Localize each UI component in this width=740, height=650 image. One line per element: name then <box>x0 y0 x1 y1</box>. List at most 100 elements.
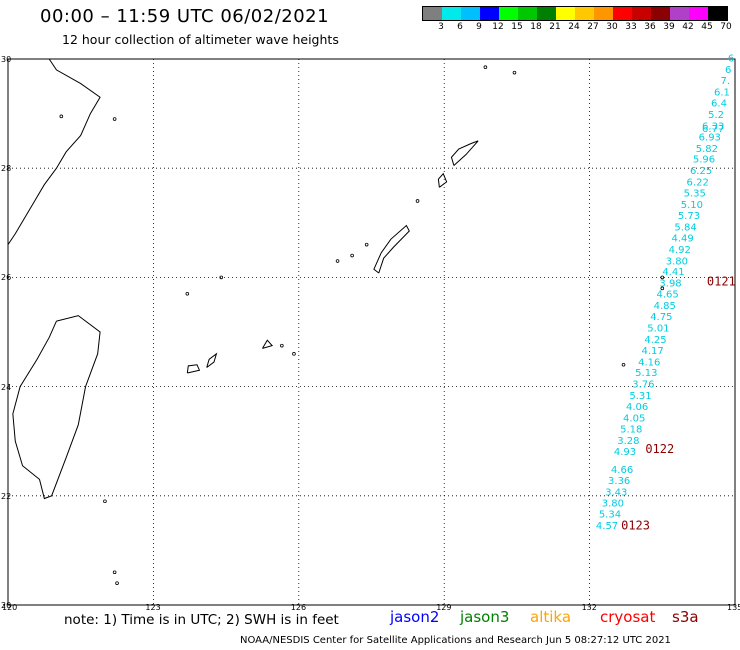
legend-swatch <box>518 7 537 20</box>
swh-value: 4.05 <box>623 414 645 425</box>
legend-label: 39 <box>663 22 675 32</box>
legend-swatch <box>575 7 594 20</box>
legend-label: 27 <box>587 22 599 32</box>
islet <box>415 199 420 203</box>
swh-value: 4.57 <box>596 521 618 532</box>
islet <box>292 352 296 356</box>
swh-value: 4.65 <box>656 290 678 301</box>
islet <box>112 117 117 121</box>
legend-swatch <box>480 7 499 20</box>
legend-swatch <box>461 7 480 20</box>
coastline <box>12 315 101 500</box>
chart-subtitle: 12 hour collection of altimeter wave hei… <box>62 32 339 47</box>
islet <box>115 581 119 585</box>
swh-value: 5.13 <box>635 368 657 379</box>
swh-value: 7. <box>721 76 731 87</box>
lon-tick-label: 120 <box>2 603 18 612</box>
swh-value: 4.41 <box>662 267 684 278</box>
legend-label: 70 <box>720 22 732 32</box>
coastline <box>206 352 218 368</box>
swh-value: 5.35 <box>684 189 706 200</box>
swh-value: 4.25 <box>644 335 666 346</box>
swh-value: 5.18 <box>620 424 642 435</box>
swh-value: 3.98 <box>659 279 681 290</box>
swh-value: 5.34 <box>599 510 621 521</box>
islet <box>280 343 284 348</box>
lon-tick-label: 126 <box>290 603 307 612</box>
legend-swatch <box>442 7 461 20</box>
legend-label: 12 <box>492 22 504 32</box>
footnote: note: 1) Time is in UTC; 2) SWH is in fe… <box>64 612 339 628</box>
sat-altika: altika <box>530 608 572 626</box>
islet <box>660 286 665 291</box>
lat-tick-label: 28 <box>1 164 12 174</box>
legend-swatch <box>708 7 727 20</box>
legend-label: 21 <box>549 22 561 32</box>
swh-value: 5.31 <box>629 391 651 402</box>
swh-value: 5.96 <box>693 155 715 166</box>
lat-tick-label: 22 <box>1 491 12 501</box>
coastline <box>262 339 274 349</box>
legend-swatch <box>537 7 556 20</box>
legend-label: 36 <box>644 22 656 32</box>
lat-tick-label: 26 <box>1 273 12 283</box>
coastline <box>450 140 479 166</box>
islet <box>112 570 117 575</box>
swh-value: 4.66 <box>611 465 633 476</box>
islet <box>59 114 64 119</box>
swh-value: 4.93 <box>614 447 636 458</box>
swh-value: 4.17 <box>641 346 663 357</box>
swh-value: 5.84 <box>674 222 696 233</box>
swh-value: 6.4 <box>711 99 727 110</box>
swh-value: 3.80 <box>602 499 624 510</box>
legend-swatch <box>556 7 575 20</box>
legend-swatch <box>670 7 689 20</box>
swh-value: 6.93 <box>699 132 721 143</box>
swh-value: 4.75 <box>650 312 672 323</box>
swh-value: 3.80 <box>666 256 688 267</box>
islet <box>219 275 224 280</box>
legend-label: 3 <box>438 22 444 32</box>
swh-value: 6 <box>725 65 731 76</box>
legend-swatch <box>689 7 708 20</box>
swh-value: 5.01 <box>647 323 669 334</box>
swh-value: 5.73 <box>678 211 700 222</box>
time-label: 0123 <box>621 519 650 533</box>
legend-label: 15 <box>511 22 523 32</box>
coastline <box>373 224 410 274</box>
islet <box>335 259 340 263</box>
legend-label: 6 <box>457 22 463 32</box>
time-label: 0121 <box>707 275 736 289</box>
lon-tick-label: 135 <box>727 603 740 612</box>
swh-value: 4.16 <box>638 357 660 368</box>
lon-tick-label: 129 <box>436 603 452 612</box>
legend-label: 33 <box>625 22 637 32</box>
islet <box>103 499 107 504</box>
chart-title: 00:00 – 11:59 UTC 06/02/2021 <box>40 6 330 27</box>
legend-label: 42 <box>682 22 694 32</box>
legend-color-bar <box>422 6 728 21</box>
coastline <box>186 364 201 374</box>
lat-tick-label: 20 <box>1 601 12 610</box>
lon-tick-label: 132 <box>581 603 597 612</box>
coastline-china <box>7 58 101 245</box>
legend-label: 18 <box>530 22 542 32</box>
swh-value: 3.43 <box>605 487 627 498</box>
swh-value: 4.85 <box>654 301 676 312</box>
legend-label: 9 <box>476 22 482 32</box>
swh-value: 5.2 <box>708 110 724 121</box>
swh-value: 6.22 <box>687 178 709 189</box>
swh-value: 5.10 <box>681 200 703 211</box>
lat-tick-label: 30 <box>1 55 12 64</box>
legend-swatch <box>499 7 518 20</box>
swh-value: 4.92 <box>669 245 691 256</box>
islet <box>483 65 488 69</box>
islet <box>512 70 517 75</box>
legend-swatch <box>423 7 442 20</box>
sat-jason2: jason2 <box>390 608 440 626</box>
swh-value: 6.25 <box>690 166 712 177</box>
coastline <box>437 172 448 188</box>
islet <box>350 253 354 258</box>
